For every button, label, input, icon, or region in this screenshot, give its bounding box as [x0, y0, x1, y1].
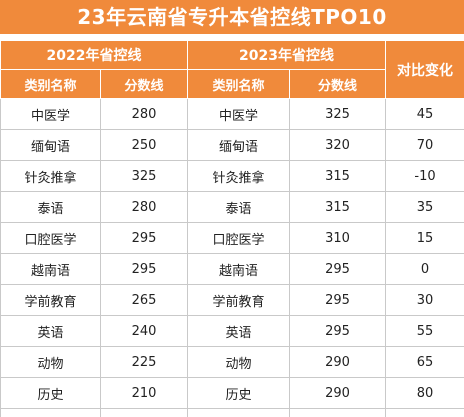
- header-2023: 2023年省控线: [188, 41, 386, 70]
- cell-score-2023: 325: [290, 99, 386, 130]
- cell-category-2023: 越南语: [188, 254, 290, 285]
- cell-change: 0: [386, 254, 464, 285]
- cell-score-2023: 295: [290, 285, 386, 316]
- empty-cell: [101, 409, 188, 417]
- header-2022: 2022年省控线: [1, 41, 188, 70]
- cell-category-2023: 学前教育: [188, 285, 290, 316]
- cell-category-2022: 针灸推拿: [1, 161, 101, 192]
- cell-category-2023: 英语: [188, 316, 290, 347]
- empty-cell: [386, 409, 464, 417]
- cell-score-2023: 315: [290, 192, 386, 223]
- cell-score-2023: 320: [290, 130, 386, 161]
- cell-category-2023: 泰语: [188, 192, 290, 223]
- cell-score-2022: 280: [101, 99, 188, 130]
- page-title: 23年云南省专升本省控线TPO10: [0, 0, 464, 34]
- header-change: 对比变化: [386, 41, 464, 99]
- cell-score-2023: 315: [290, 161, 386, 192]
- cell-category-2022: 中医学: [1, 99, 101, 130]
- cell-score-2022: 325: [101, 161, 188, 192]
- empty-cell: [1, 409, 101, 417]
- cell-score-2023: 290: [290, 347, 386, 378]
- empty-cell: [290, 409, 386, 417]
- cell-score-2023: 295: [290, 254, 386, 285]
- cell-category-2023: 口腔医学: [188, 223, 290, 254]
- cell-score-2023: 310: [290, 223, 386, 254]
- score-table: 2022年省控线 2023年省控线 对比变化 类别名称 分数线 类别名称 分数线…: [0, 40, 464, 417]
- cell-category-2022: 英语: [1, 316, 101, 347]
- header-score-2023: 分数线: [290, 70, 386, 99]
- cell-score-2022: 295: [101, 254, 188, 285]
- cell-category-2022: 越南语: [1, 254, 101, 285]
- cell-score-2022: 265: [101, 285, 188, 316]
- table-row-partial: [1, 409, 464, 417]
- cell-change: 45: [386, 99, 464, 130]
- cell-category-2022: 动物: [1, 347, 101, 378]
- cell-score-2023: 295: [290, 316, 386, 347]
- header-category-2023: 类别名称: [188, 70, 290, 99]
- cell-change: 35: [386, 192, 464, 223]
- cell-category-2023: 动物: [188, 347, 290, 378]
- cell-change: 70: [386, 130, 464, 161]
- cell-change: 30: [386, 285, 464, 316]
- cell-category-2022: 口腔医学: [1, 223, 101, 254]
- cell-change: 55: [386, 316, 464, 347]
- cell-score-2022: 240: [101, 316, 188, 347]
- cell-category-2022: 学前教育: [1, 285, 101, 316]
- cell-change: -10: [386, 161, 464, 192]
- cell-category-2022: 缅甸语: [1, 130, 101, 161]
- cell-change: 65: [386, 347, 464, 378]
- cell-category-2023: 针灸推拿: [188, 161, 290, 192]
- header-score-2022: 分数线: [101, 70, 188, 99]
- cell-score-2022: 295: [101, 223, 188, 254]
- score-table-image: 23年云南省专升本省控线TPO10 2022年省控线 2023年省控线 对比变化…: [0, 0, 464, 404]
- cell-category-2023: 中医学: [188, 99, 290, 130]
- header-category-2022: 类别名称: [1, 70, 101, 99]
- cell-score-2022: 225: [101, 347, 188, 378]
- cell-score-2022: 280: [101, 192, 188, 223]
- cell-category-2023: 缅甸语: [188, 130, 290, 161]
- empty-cell: [188, 409, 290, 417]
- cell-score-2022: 250: [101, 130, 188, 161]
- cell-category-2022: 泰语: [1, 192, 101, 223]
- cell-change: 15: [386, 223, 464, 254]
